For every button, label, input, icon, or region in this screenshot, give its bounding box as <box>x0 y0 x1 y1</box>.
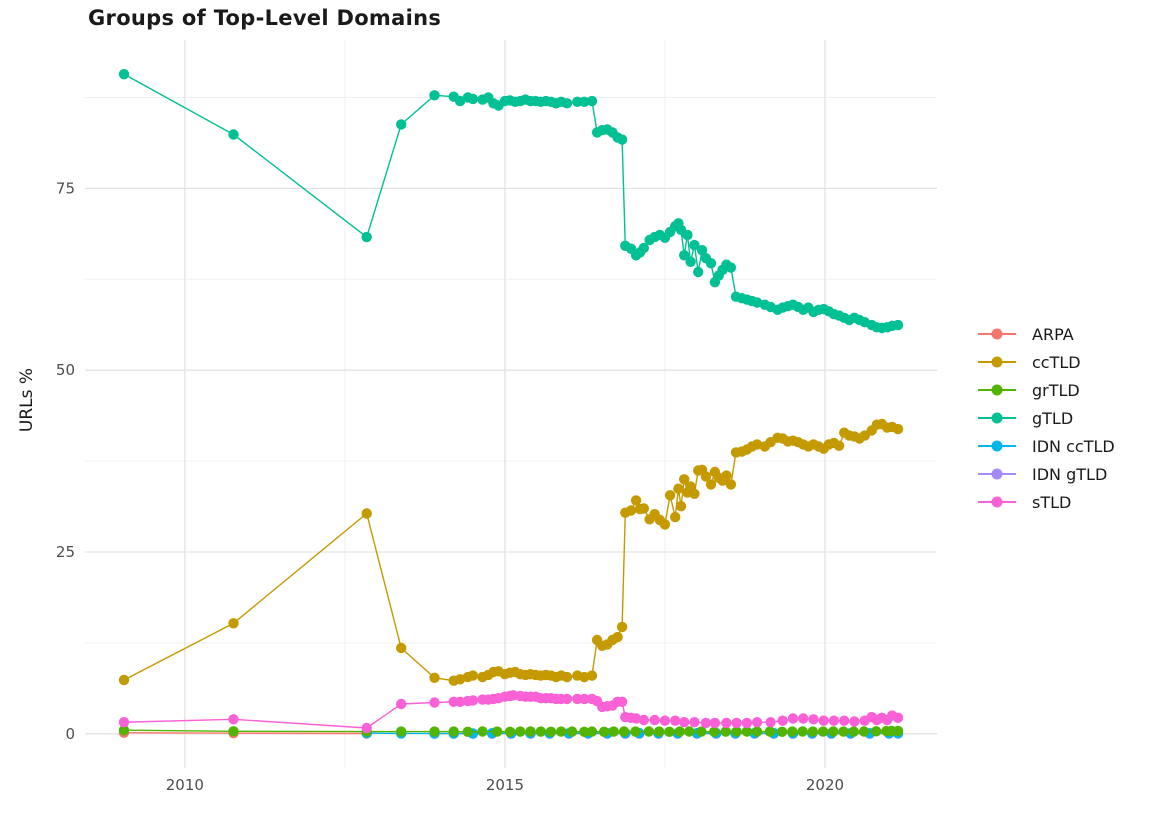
legend-item-grTLD: grTLD <box>978 376 1115 404</box>
legend-marker-icon <box>978 468 1016 480</box>
svg-text:2015: 2015 <box>486 776 524 794</box>
legend-item-IDN-ccTLD: IDN ccTLD <box>978 432 1115 460</box>
series-ccTLD <box>118 418 904 686</box>
svg-text:0: 0 <box>65 725 75 743</box>
legend-item-label: IDN ccTLD <box>1032 436 1115 456</box>
gridlines-major <box>85 40 937 768</box>
series-gTLD <box>118 69 904 334</box>
legend-item-label: ccTLD <box>1032 352 1081 372</box>
y-axis-tick-labels: 0 25 50 75 <box>56 179 75 742</box>
svg-text:2020: 2020 <box>806 776 844 794</box>
svg-text:2010: 2010 <box>166 776 204 794</box>
gridlines-minor <box>85 40 937 768</box>
series-ARPA <box>118 727 372 739</box>
chart-title: Groups of Top-Level Domains <box>88 6 442 30</box>
legend-item-label: gTLD <box>1032 408 1074 428</box>
series-line-gTLD <box>123 73 899 329</box>
legend-marker-icon <box>978 384 1016 396</box>
legend-item-sTLD: sTLD <box>978 488 1115 516</box>
legend-marker-icon <box>978 356 1016 368</box>
legend-item-label: ARPA <box>1032 324 1074 344</box>
legend: ARPA ccTLD grTLD gTLD IDN ccTLD IDN gTLD sTLD <box>978 320 1115 516</box>
series-line-ARPA <box>123 732 367 735</box>
legend-item-ARPA: ARPA <box>978 320 1115 348</box>
legend-item-ccTLD: ccTLD <box>978 348 1115 376</box>
legend-item-gTLD: gTLD <box>978 404 1115 432</box>
legend-marker-icon <box>978 496 1016 508</box>
svg-text:75: 75 <box>56 179 75 197</box>
legend-marker-icon <box>978 328 1016 340</box>
svg-text:25: 25 <box>56 543 75 561</box>
legend-item-label: sTLD <box>1032 492 1072 512</box>
legend-item-IDN-gTLD: IDN gTLD <box>978 460 1115 488</box>
legend-marker-icon <box>978 412 1016 424</box>
legend-item-label: grTLD <box>1032 380 1080 400</box>
svg-text:50: 50 <box>56 361 75 379</box>
legend-item-label: IDN gTLD <box>1032 464 1108 484</box>
series-grTLD <box>118 725 904 737</box>
x-axis-tick-labels: 2010 2015 2020 <box>166 776 844 794</box>
legend-marker-icon <box>978 440 1016 452</box>
series-sTLD <box>118 690 904 734</box>
y-axis-title: URLs % <box>17 367 37 433</box>
